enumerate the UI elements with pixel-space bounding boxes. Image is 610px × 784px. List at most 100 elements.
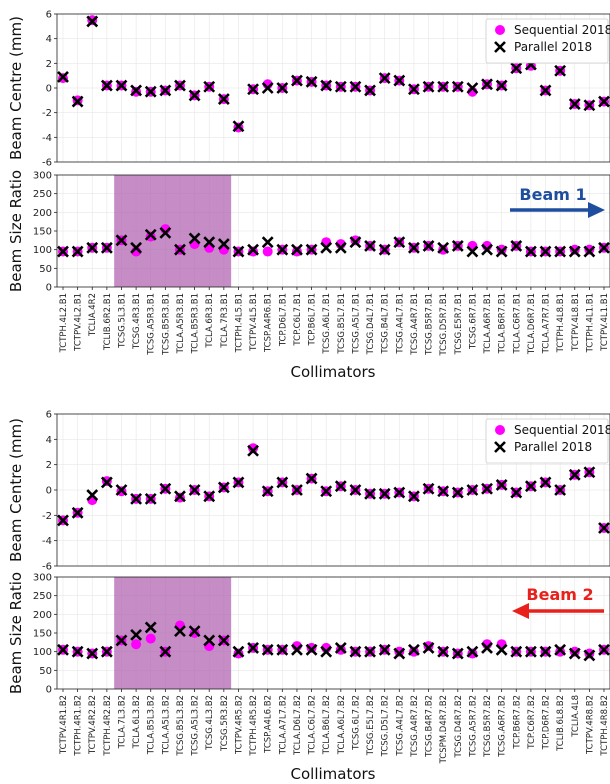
x-tick-label: TCLA.A6R7.B1 [483, 293, 493, 354]
parallel-point [86, 15, 99, 28]
parallel-point [451, 647, 464, 660]
parallel-point [466, 484, 479, 496]
parallel-point [481, 243, 493, 256]
beam1-legend-parallel-marker [494, 41, 506, 53]
parallel-point [451, 80, 464, 93]
parallel-point [130, 492, 143, 505]
parallel-point [437, 241, 450, 254]
beam1-centre-panel: -6 -4 -2 0 2 4 6 Beam Centre (mm) Sequential 2… [7, 10, 610, 169]
y-tick-label: 4 [46, 34, 52, 45]
y-tick-label: 300 [33, 573, 52, 584]
sequential-point [350, 235, 361, 246]
beam1-annotation: Beam 1 [519, 185, 586, 204]
parallel-point [495, 245, 508, 258]
beam2-legend-parallel-label: Parallel 2018 [514, 440, 592, 454]
parallel-point [598, 95, 610, 108]
parallel-point [144, 492, 157, 505]
x-tick-label: TCSG.B4L7.B1 [381, 293, 391, 355]
parallel-point [349, 645, 362, 658]
parallel-point [364, 84, 376, 97]
y-tick-label: -4 [42, 133, 52, 144]
parallel-point [276, 82, 289, 94]
parallel-point [130, 84, 143, 97]
x-tick-label: TCSG.D4R7.B2 [454, 695, 464, 759]
beam2-xlabel: Collimators [291, 765, 376, 783]
parallel-point [466, 82, 479, 94]
x-tick-label: TCSG.A4R7.B1 [410, 293, 420, 356]
parallel-point [247, 243, 260, 256]
parallel-point [378, 487, 391, 500]
x-tick-label: TCSG.6L7.B2 [351, 695, 361, 751]
x-tick-label: TCLIA.4L8 [571, 695, 581, 738]
parallel-point [203, 236, 216, 249]
parallel-point [568, 468, 581, 481]
parallel-point [510, 645, 523, 658]
parallel-point [86, 241, 99, 254]
x-tick-label: TCSG.E5L7.B2 [366, 695, 376, 756]
y-tick-label: 200 [33, 610, 52, 621]
parallel-point [320, 485, 333, 498]
parallel-point [481, 78, 493, 91]
parallel-point [495, 479, 508, 491]
beam2-arrow [512, 603, 604, 619]
parallel-point [217, 238, 230, 250]
sequential-point [438, 244, 449, 255]
parallel-point [159, 226, 172, 239]
x-tick-label: TCTPV.4L5.B1 [249, 293, 259, 352]
x-tick-label: TCTPH.4R2.B2 [103, 695, 113, 757]
beam2-annotation: Beam 2 [526, 585, 593, 604]
parallel-point [100, 79, 113, 92]
parallel-point [247, 444, 260, 457]
y-tick-label: 0 [46, 486, 52, 497]
parallel-point [261, 82, 274, 94]
parallel-point [232, 476, 245, 489]
parallel-point [217, 634, 230, 647]
beam1-size-ylabel: Beam Size Ratio [7, 170, 25, 292]
x-tick-label: TCTPV.4L2.B1 [74, 293, 84, 352]
parallel-point [407, 490, 420, 503]
parallel-point [188, 232, 201, 245]
parallel-point [598, 643, 610, 656]
beam1-legend-box [485, 18, 609, 64]
parallel-point [159, 645, 172, 658]
parallel-point [495, 79, 508, 92]
x-tick-label: TCTPH.4L2.B1 [59, 293, 69, 353]
parallel-point [276, 243, 289, 256]
y-tick-label: -4 [42, 536, 52, 547]
parallel-point [583, 245, 596, 258]
x-tick-label: TCP.D6R7.B2 [542, 695, 552, 750]
parallel-point [378, 72, 391, 85]
parallel-point [407, 643, 420, 656]
parallel-point [57, 245, 69, 258]
parallel-point [568, 647, 581, 660]
parallel-point [568, 245, 581, 258]
parallel-point [57, 70, 69, 83]
parallel-point [334, 480, 347, 493]
parallel-point [174, 79, 186, 92]
parallel-point [188, 625, 201, 638]
parallel-point [554, 484, 567, 496]
parallel-point [100, 476, 113, 489]
y-tick-label: 2 [46, 460, 52, 471]
beam1-size-panel: 0 50 100 150 200 250 300 TCTPH.4L2.B1 TCTPV.4L2… [7, 170, 610, 381]
parallel-point [144, 228, 157, 241]
beam1-legend-sequential-marker [495, 25, 505, 35]
x-tick-label: TCTPV.4R2.B2 [88, 695, 98, 755]
beam1-legend: Sequential 2018 Parallel 2018 [485, 18, 610, 64]
parallel-point [320, 79, 333, 92]
y-tick-label: 2 [46, 59, 52, 70]
x-tick-label: TCTPH.4L1.B1 [585, 293, 595, 353]
sequential-point [145, 633, 156, 644]
parallel-point [203, 80, 216, 93]
beam1-highlight-band [114, 175, 232, 287]
x-tick-label: TCSG.D4L7.B1 [366, 293, 376, 355]
y-tick-label: -2 [42, 108, 52, 119]
x-tick-label: TCLA.7R3.B1 [220, 293, 230, 349]
y-tick-label: 150 [33, 227, 52, 238]
x-tick-label: TCSP.A4L6.B2 [264, 695, 274, 754]
parallel-point [320, 645, 333, 658]
parallel-point [349, 80, 362, 93]
x-tick-label: TCSG.6R7.B1 [468, 293, 478, 350]
parallel-point [247, 642, 260, 654]
sequential-point [569, 646, 580, 657]
